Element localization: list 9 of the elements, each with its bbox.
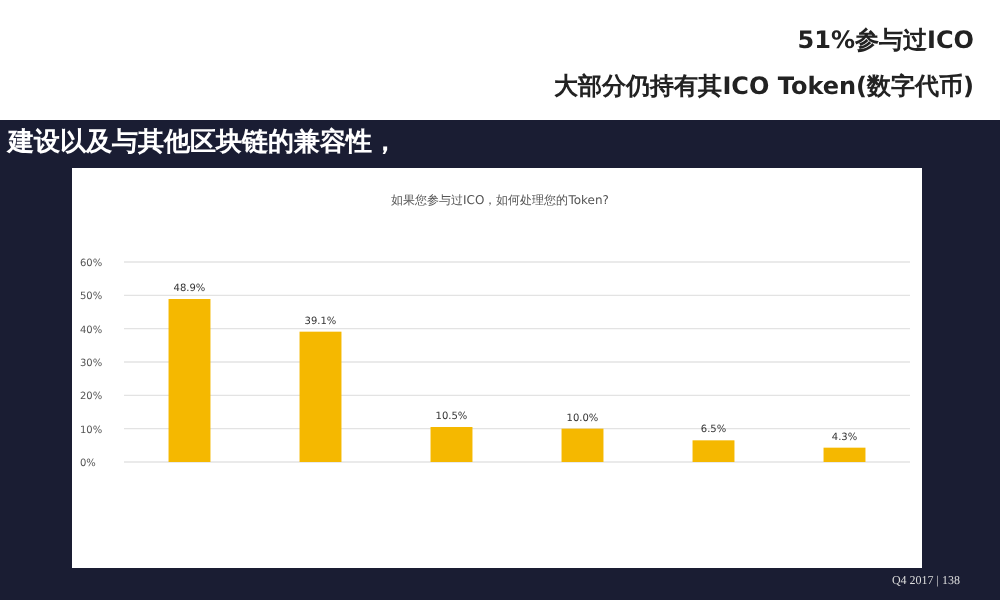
chart-subtitle: 大部分仍持有其ICO Token(数字代币) — [554, 72, 974, 100]
chart-title: 51%参与过ICO — [797, 26, 974, 54]
text: 建设以及与其他区块链的兼容性， — [6, 126, 398, 158]
bar — [561, 428, 604, 462]
bar — [299, 331, 342, 462]
bar — [823, 447, 866, 462]
bar — [692, 440, 735, 462]
bar — [168, 299, 211, 462]
bar — [430, 427, 473, 462]
